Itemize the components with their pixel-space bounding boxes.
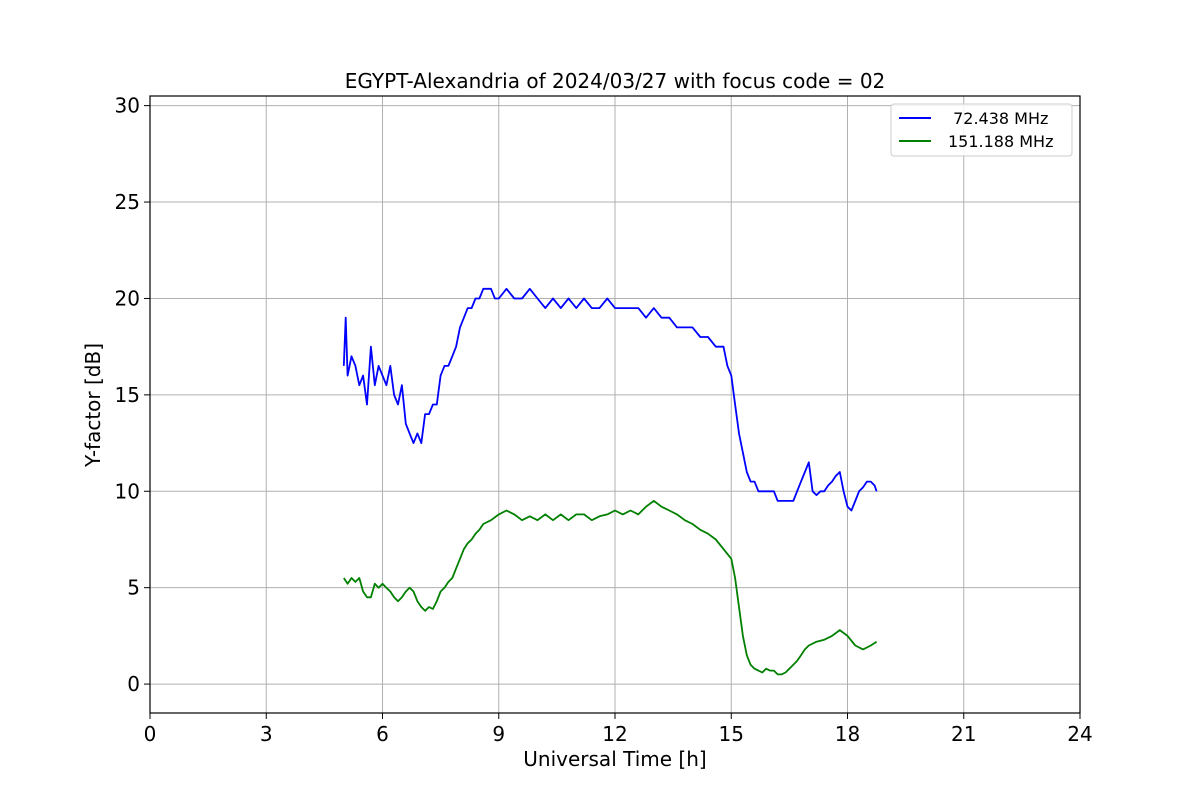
y-axis-label: Y-factor [dB] [81,343,105,468]
x-axis-label: Universal Time [h] [523,747,706,771]
chart-title: EGYPT-Alexandria of 2024/03/27 with focu… [345,69,886,93]
x-tick-label: 3 [260,722,273,746]
plot-area [342,287,878,676]
y-tick-label: 5 [127,576,140,600]
legend: 72.438 MHz 151.188 MHz [890,103,1073,157]
legend-box [890,103,1073,157]
ticks: 0 3 6 9 12 15 18 21 24 0 5 10 15 20 25 30 [115,94,1093,746]
x-tick-label: 6 [376,722,389,746]
x-tick-label: 24 [1067,722,1092,746]
x-tick-label: 9 [492,722,505,746]
x-tick-label: 0 [144,722,157,746]
y-tick-label: 15 [115,383,140,407]
x-tick-label: 18 [835,722,860,746]
y-tick-label: 30 [115,94,140,118]
legend-label-1: 151.188 MHz [948,132,1053,151]
series-line-1 [343,500,878,676]
y-tick-label: 20 [115,286,140,310]
y-tick-label: 0 [127,672,140,696]
x-tick-label: 21 [951,722,976,746]
y-tick-label: 25 [115,190,140,214]
series-line-0 [342,287,878,512]
x-tick-label: 15 [719,722,744,746]
legend-label-0: 72.438 MHz [948,109,1048,128]
y-tick-label: 10 [115,479,140,503]
x-tick-label: 12 [602,722,627,746]
